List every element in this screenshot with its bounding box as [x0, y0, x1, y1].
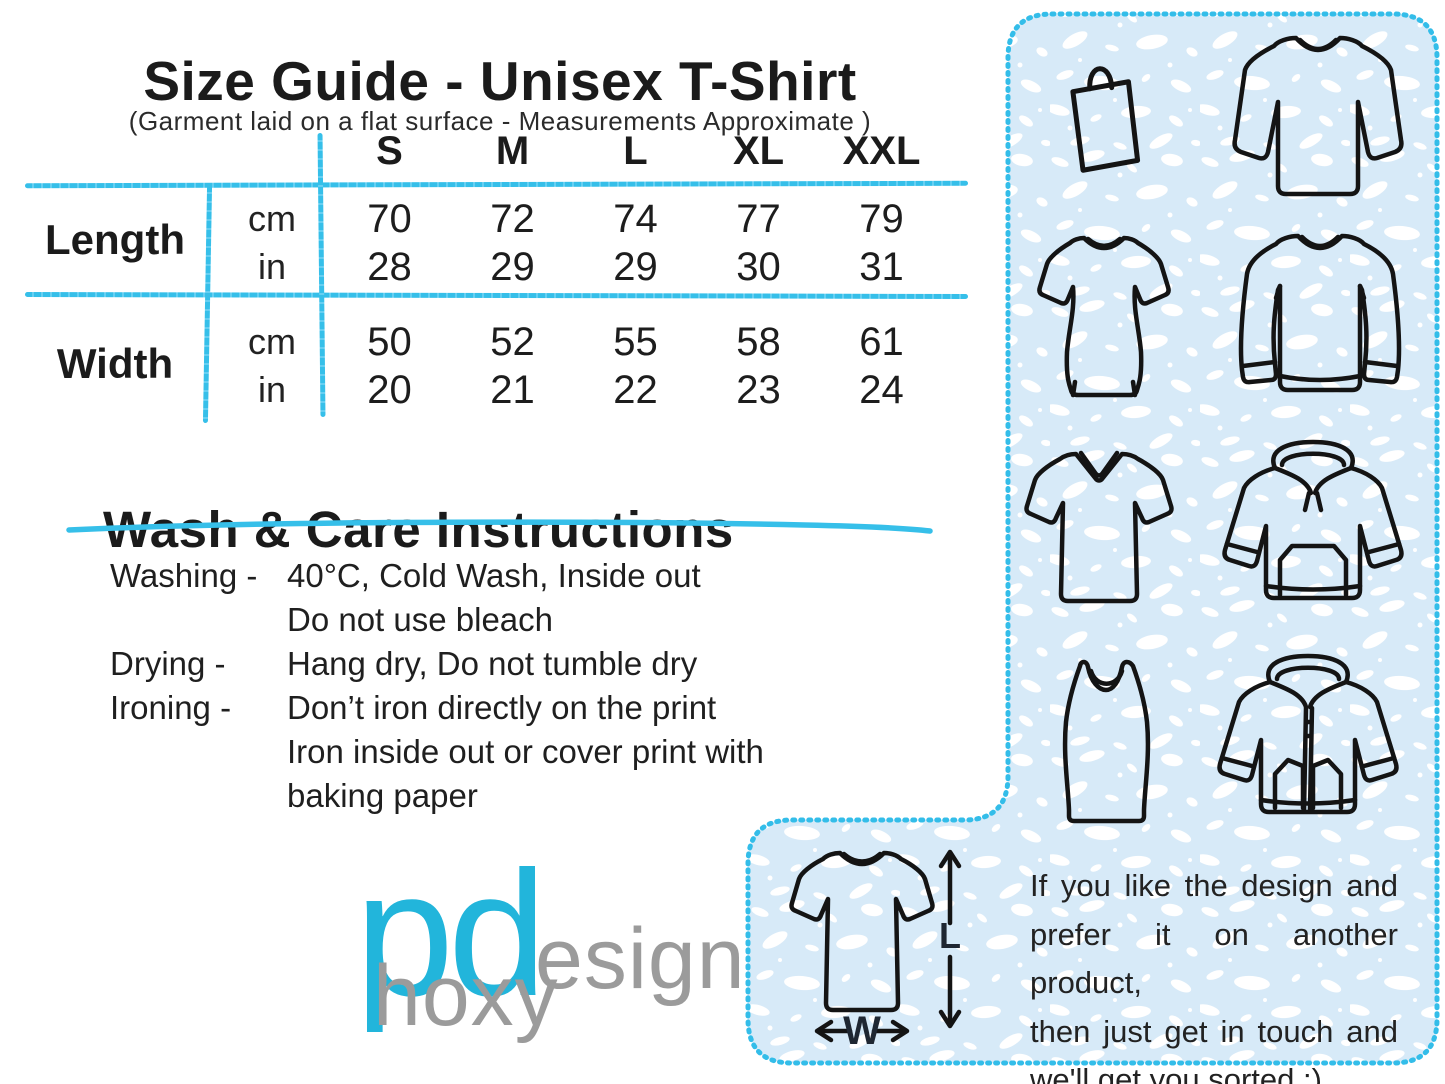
note-line: then just get in touch and — [1030, 1013, 1398, 1049]
width-measure-label: W — [843, 1009, 881, 1053]
care-text: 40°C, Cold Wash, Inside out — [287, 557, 701, 594]
care-item-ironing: Ironing - Don’t iron directly on the prin… — [110, 686, 716, 730]
row-label-length: Length — [45, 216, 185, 263]
table-cell: 74 — [613, 196, 658, 241]
length-arrow-icon — [938, 849, 962, 1029]
care-label-drying: Drying - — [110, 645, 226, 682]
table-cell: 31 — [859, 244, 904, 289]
brand-logo-hoxy: hoxy — [373, 948, 559, 1044]
size-column-xxl: XXL — [842, 129, 921, 173]
page-title: Size Guide - Unisex T-Shirt — [143, 49, 857, 112]
contact-note: If you like the design and prefer it on … — [1030, 862, 1398, 1084]
table-cell: 29 — [490, 244, 535, 289]
care-item-ironing-cont: baking paper — [287, 774, 478, 818]
care-item-washing: Washing - 40°C, Cold Wash, Inside out — [110, 554, 701, 598]
table-cell: 70 — [367, 196, 412, 241]
row-label-width: Width — [56, 340, 174, 387]
table-cell: 29 — [613, 244, 658, 289]
unit-label: cm — [248, 198, 296, 239]
tote-bag-icon — [1070, 66, 1141, 173]
table-row: in 28 29 29 30 31 — [216, 243, 943, 291]
fitted-t-shirt-icon — [1037, 235, 1171, 398]
care-item-washing-cont: Do not use bleach — [287, 598, 553, 642]
table-cell: 77 — [736, 196, 781, 241]
width-arrow-icon — [814, 1019, 910, 1043]
note-line: If you like the design and — [1030, 868, 1398, 903]
care-text: baking paper — [287, 777, 478, 814]
unit-label: in — [257, 246, 287, 287]
table-cell: 52 — [490, 319, 535, 364]
care-item-drying: Drying - Hang dry, Do not tumble dry — [110, 642, 697, 686]
length-measure-label: L — [939, 915, 961, 956]
hoodie-icon — [1222, 439, 1404, 601]
size-column-m: M — [495, 129, 530, 173]
table-cell: 20 — [367, 367, 412, 412]
table-cell: 79 — [859, 196, 904, 241]
table-cell: 22 — [613, 367, 658, 412]
care-label-ironing: Ironing - — [110, 689, 232, 726]
table-cell: 28 — [367, 244, 412, 289]
care-heading-underline — [66, 519, 933, 534]
table-cell: 21 — [490, 367, 535, 412]
care-text: Don’t iron directly on the print — [287, 689, 717, 726]
table-cell: 23 — [736, 367, 781, 412]
table-cell: 61 — [859, 319, 904, 364]
zip-hoodie-icon — [1217, 653, 1399, 815]
table-row: cm 50 52 55 58 61 — [216, 318, 943, 366]
size-column-l: L — [623, 129, 648, 173]
v-neck-t-shirt-icon — [1024, 450, 1174, 604]
long-sleeve-shirt-icon — [1232, 35, 1404, 197]
care-label-washing: Washing - — [110, 557, 258, 594]
note-line: we'll get you sorted :) — [1030, 1062, 1322, 1084]
table-row: cm 70 72 74 77 79 — [216, 195, 943, 243]
measured-t-shirt-icon: L W — [789, 849, 962, 1053]
table-cell: 58 — [736, 319, 781, 364]
care-text: Hang dry, Do not tumble dry — [287, 645, 698, 682]
table-row: in 20 21 22 23 24 — [216, 366, 943, 414]
size-column-xl: XL — [732, 129, 785, 173]
size-column-s: S — [376, 129, 403, 173]
brand-logo-pd: pd — [355, 834, 547, 1033]
table-cell: 30 — [736, 244, 781, 289]
unit-label: in — [257, 369, 287, 410]
note-line: prefer it on another product, — [1030, 916, 1398, 1001]
sweatshirt-icon — [1238, 233, 1402, 393]
unit-label: cm — [248, 321, 296, 362]
care-item-ironing-cont: Iron inside out or cover print with — [287, 730, 764, 774]
care-heading: Wash & Care Instructions — [103, 501, 734, 559]
table-cell: 24 — [859, 367, 904, 412]
care-text: Iron inside out or cover print with — [287, 733, 764, 770]
page-subtitle: (Garment laid on a flat surface - Measur… — [128, 106, 872, 136]
brand-logo-esign: esign — [535, 911, 746, 1007]
table-cell: 55 — [613, 319, 658, 364]
care-text: Do not use bleach — [287, 601, 554, 638]
tank-top-icon — [1062, 659, 1151, 824]
size-table-header-row: S M L XL XXL — [328, 129, 943, 174]
table-cell: 50 — [367, 319, 412, 364]
table-cell: 72 — [490, 196, 535, 241]
